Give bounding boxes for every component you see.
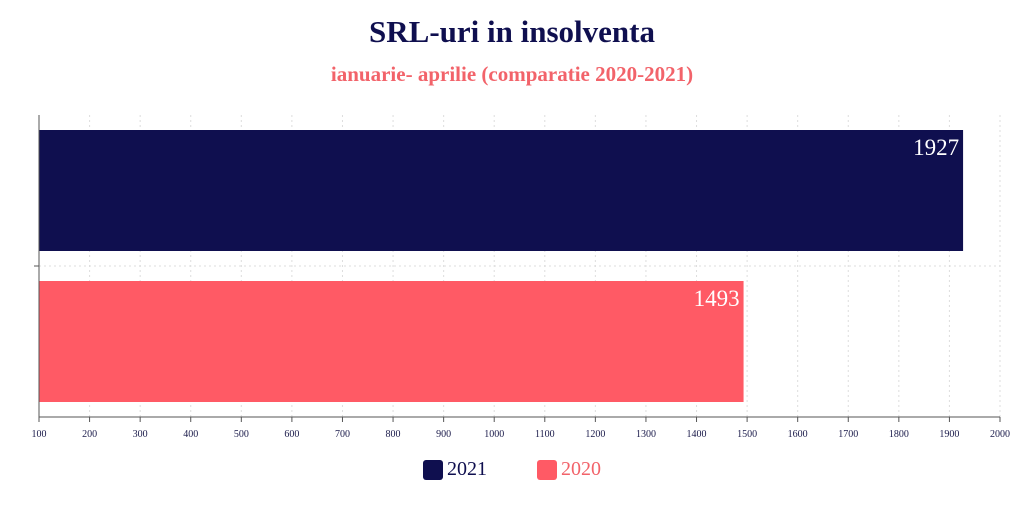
legend-label-2020: 2020 (561, 458, 601, 480)
x-tick-label: 300 (133, 429, 148, 440)
x-tick-label: 400 (183, 429, 198, 440)
legend-item-2020[interactable]: 2020 (537, 458, 601, 481)
x-tick-label: 1900 (939, 429, 959, 440)
bar-2020 (39, 281, 744, 402)
x-tick-label: 1300 (636, 429, 656, 440)
x-tick-label: 600 (284, 429, 299, 440)
x-tick-label: 200 (82, 429, 97, 440)
x-tick-label: 100 (32, 429, 47, 440)
x-tick-label: 1500 (737, 429, 757, 440)
chart-subtitle: ianuarie- aprilie (comparatie 2020-2021) (330, 62, 694, 86)
x-tick-label: 800 (386, 429, 401, 440)
x-tick-label: 500 (234, 429, 249, 440)
chart-legend: 2021 2020 (0, 458, 1024, 481)
x-tick-label: 1100 (535, 429, 555, 440)
legend-label-2021: 2021 (447, 458, 487, 480)
x-tick-label: 1000 (484, 429, 504, 440)
data-label-2021: 1927 (913, 135, 959, 160)
x-tick-label: 900 (436, 429, 451, 440)
x-tick-label: 2000 (990, 429, 1010, 440)
x-tick-label: 1800 (889, 429, 909, 440)
x-tick-label: 1700 (838, 429, 858, 440)
x-tick-label: 1600 (788, 429, 808, 440)
x-tick-label: 700 (335, 429, 350, 440)
legend-swatch-2021 (423, 459, 443, 480)
data-label-2020: 1493 (694, 286, 740, 311)
chart-title: SRL-uri in insolventa (369, 14, 655, 49)
x-tick-label: 1400 (687, 429, 707, 440)
legend-item-2021[interactable]: 2021 (423, 458, 487, 481)
legend-swatch-2020 (537, 459, 557, 480)
x-tick-label: 1200 (585, 429, 605, 440)
bar-2021 (39, 130, 964, 251)
